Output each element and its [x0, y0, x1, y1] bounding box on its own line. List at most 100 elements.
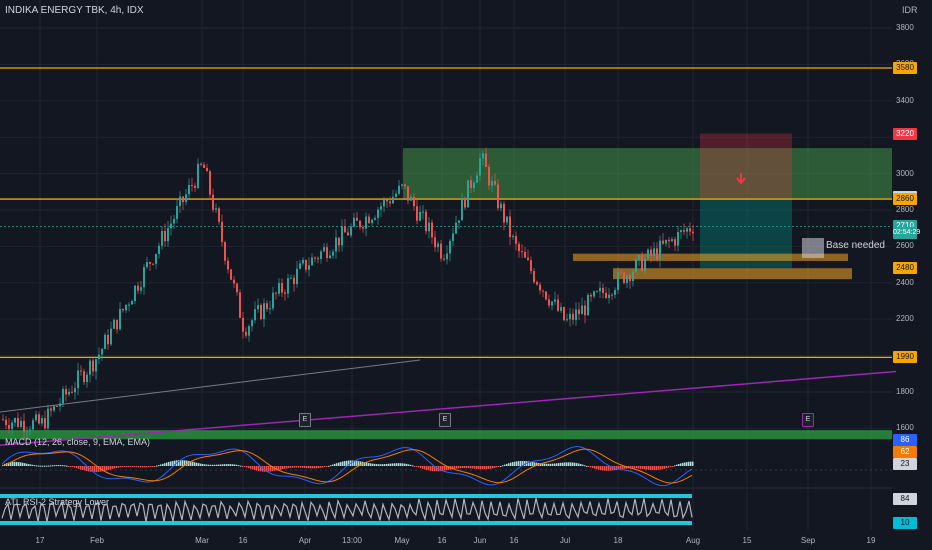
- macd-histogram-bar: [570, 462, 572, 466]
- candle-body: [23, 420, 25, 432]
- candle-body: [176, 206, 178, 219]
- macd-histogram-bar: [608, 466, 610, 471]
- rsi-upper-band: [0, 494, 692, 498]
- macd-histogram-bar: [514, 461, 516, 466]
- macd-histogram-bar: [28, 464, 30, 466]
- candle-body: [632, 271, 634, 282]
- candle-body: [17, 418, 19, 427]
- candle-body: [461, 198, 463, 221]
- macd-histogram-bar: [388, 463, 390, 466]
- macd-histogram-bar: [382, 464, 384, 466]
- candle-body: [374, 217, 376, 220]
- candle-body: [407, 186, 409, 201]
- time-tick: Apr: [298, 536, 312, 545]
- horizontal-levels: [0, 67, 892, 359]
- earnings-badge[interactable]: E: [439, 413, 451, 427]
- macd-histogram-bar: [610, 466, 612, 471]
- price-tick: 2800: [896, 204, 914, 214]
- macd-histogram-bar: [606, 466, 608, 471]
- macd-histogram-bar: [110, 466, 112, 470]
- candle-body: [161, 230, 163, 246]
- candle-body: [488, 167, 490, 186]
- earnings-badge[interactable]: E: [802, 413, 814, 427]
- macd-histogram-bar: [346, 460, 348, 466]
- macd-histogram-bar: [120, 466, 122, 468]
- macd-histogram-bar: [638, 466, 640, 469]
- macd-histogram-bar: [678, 464, 680, 466]
- candle-body: [548, 299, 550, 306]
- macd-histogram-bar: [182, 460, 184, 466]
- macd-histogram-bar: [26, 463, 28, 466]
- candle-body: [326, 247, 328, 259]
- macd-histogram-bar: [334, 463, 336, 466]
- macd-histogram-bar: [74, 466, 76, 468]
- candle-body: [638, 255, 640, 260]
- rsi-line: [1, 497, 693, 522]
- macd-histogram-bar: [146, 466, 148, 468]
- time-tick: May: [394, 536, 410, 545]
- candle-body: [470, 180, 472, 189]
- macd-histogram-bar: [612, 466, 614, 471]
- macd-histogram-bar: [254, 466, 256, 471]
- rsi-label: ATL RSI-2 Strategy Lower: [5, 497, 110, 507]
- macd-histogram-bar: [154, 466, 156, 467]
- macd-histogram-bar: [278, 466, 280, 470]
- candle-body: [644, 258, 646, 272]
- macd-histogram-bar: [420, 466, 422, 469]
- time-tick: Aug: [685, 536, 701, 545]
- macd-histogram-bar: [200, 463, 202, 466]
- candle-body: [74, 388, 76, 393]
- candle-body: [659, 240, 661, 260]
- candle-body: [281, 283, 283, 293]
- candle-body: [101, 348, 103, 355]
- macd-histogram-bar: [218, 464, 220, 466]
- candle-body: [692, 231, 694, 234]
- candle-body: [44, 418, 46, 429]
- macd-histogram-bar: [270, 466, 272, 472]
- candle-body: [149, 262, 151, 264]
- candle-body: [608, 294, 610, 298]
- candle-body: [80, 370, 82, 372]
- down-arrow-icon: [736, 173, 746, 185]
- price-tag: 1990: [893, 351, 917, 364]
- macd-histogram-bar: [60, 465, 62, 467]
- candle-body: [320, 251, 322, 259]
- macd-histogram-bar: [124, 466, 126, 467]
- short-stop-zone: [700, 133, 792, 200]
- macd-histogram-bar: [620, 466, 622, 470]
- macd-histogram-bar: [470, 466, 472, 469]
- macd-histogram-bar: [424, 466, 426, 470]
- macd-histogram-bar: [22, 462, 24, 466]
- earnings-badge[interactable]: E: [299, 413, 311, 427]
- macd-histogram-bar: [52, 465, 54, 467]
- macd-histogram-bar: [188, 460, 190, 466]
- time-tick: 13:00: [341, 536, 363, 545]
- macd-histogram-bar: [162, 463, 164, 466]
- macd-histogram-bar: [430, 466, 432, 471]
- macd-histogram-bar: [340, 461, 342, 466]
- macd-histogram-bar: [284, 466, 286, 469]
- macd-histogram-bar: [464, 466, 466, 469]
- candle-body: [95, 359, 97, 372]
- macd-histogram-bar: [194, 462, 196, 466]
- time-tick: Sep: [800, 536, 816, 545]
- macd-histogram-bar: [244, 466, 246, 467]
- macd-histogram-bar: [266, 466, 268, 472]
- macd-histogram-bar: [314, 466, 316, 469]
- macd-histogram-bar: [102, 466, 104, 472]
- candle-body: [317, 258, 319, 260]
- macd-histogram-bar: [636, 466, 638, 469]
- candle-body: [350, 226, 352, 236]
- candle-body: [179, 196, 181, 207]
- macd-histogram-bar: [672, 466, 674, 467]
- macd-histogram-bar: [414, 466, 416, 467]
- candle-body: [11, 422, 13, 429]
- price-tick: 2400: [896, 277, 914, 287]
- rsi-pane: [0, 494, 693, 525]
- candle-body: [188, 184, 190, 195]
- candle-body: [599, 287, 601, 292]
- macd-histogram-bar: [380, 464, 382, 466]
- candle-body: [284, 292, 286, 294]
- support-zone: [573, 253, 848, 261]
